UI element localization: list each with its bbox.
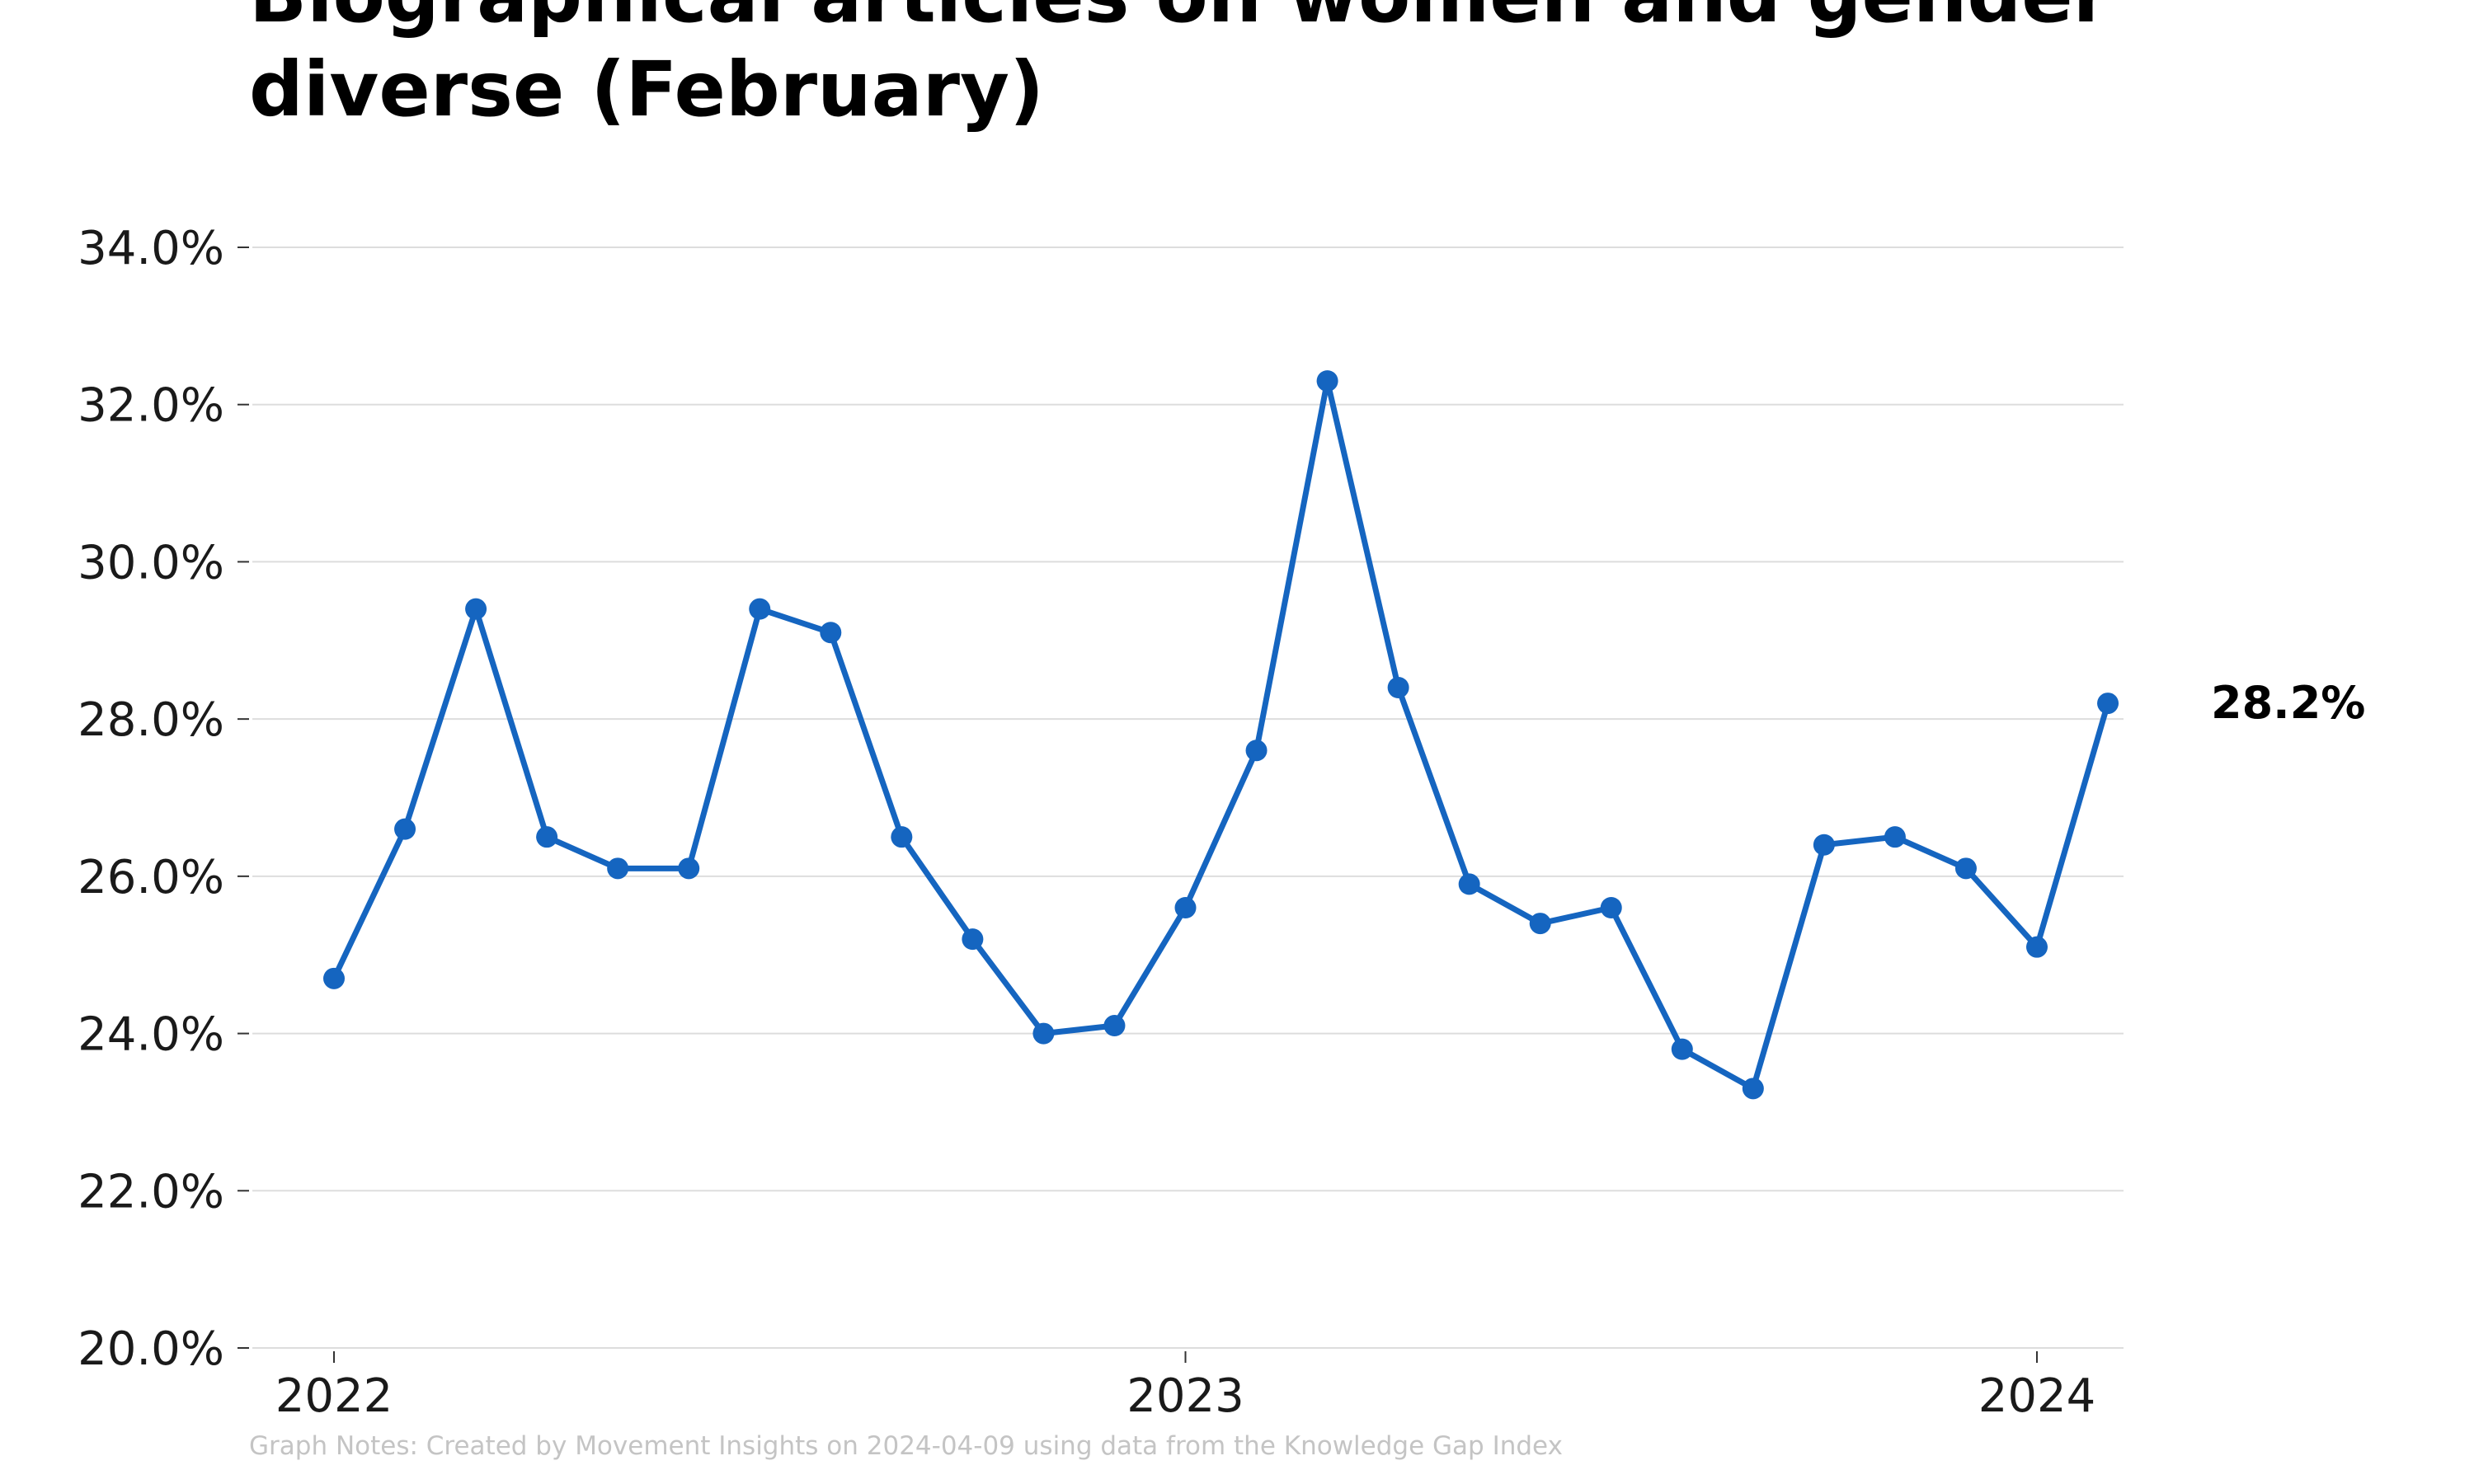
data-point (749, 598, 771, 620)
last-value-label: 28.2% (2211, 677, 2365, 729)
x-tick-label: 2023 (1126, 1369, 1244, 1423)
data-point (1600, 897, 1622, 918)
y-tick-label: 24.0% (78, 1008, 224, 1062)
data-point (2097, 693, 2119, 715)
series-layer (323, 370, 2119, 1100)
data-point (678, 857, 700, 880)
x-tick-label: 2024 (1978, 1369, 2096, 1423)
data-point (2026, 936, 2048, 958)
y-tick-label: 34.0% (78, 222, 224, 275)
y-tick-label: 20.0% (78, 1322, 224, 1376)
data-point (1316, 370, 1338, 392)
data-point (1458, 873, 1480, 895)
data-point (1884, 826, 1906, 848)
data-point (607, 857, 629, 880)
data-point (1174, 897, 1197, 918)
x-axis: 2022 2023 2024 (275, 1351, 2096, 1423)
series-line (331, 378, 2111, 1092)
y-tick-label: 28.0% (78, 693, 224, 747)
grid-lines (252, 247, 2124, 1349)
data-point (1529, 913, 1551, 935)
data-point (891, 826, 913, 848)
data-point (394, 818, 416, 840)
data-point (1245, 740, 1268, 762)
data-point (1387, 677, 1409, 698)
x-tick-label: 2022 (275, 1369, 393, 1423)
data-point (820, 622, 842, 644)
data-point (536, 826, 558, 848)
data-point (1103, 1015, 1126, 1037)
data-point (1813, 834, 1835, 856)
data-point (323, 967, 345, 989)
y-tick-label: 22.0% (78, 1165, 224, 1219)
graph-notes: Graph Notes: Created by Movement Insight… (249, 1431, 1563, 1461)
data-point (1032, 1022, 1055, 1045)
data-point (1671, 1038, 1693, 1060)
y-tick-label: 32.0% (78, 379, 224, 433)
data-point (962, 928, 984, 951)
data-point (465, 598, 487, 620)
y-tick-label: 26.0% (78, 851, 224, 904)
y-axis: 20.0% 22.0% 24.0% 26.0% 28.0% 30.0% 32.0% 34.0% (78, 222, 249, 1376)
data-point (1954, 857, 1977, 880)
y-tick-label: 30.0% (78, 536, 224, 589)
chart-title: Biographical articles on women and gende… (249, 0, 2110, 134)
data-point (1742, 1078, 1764, 1100)
